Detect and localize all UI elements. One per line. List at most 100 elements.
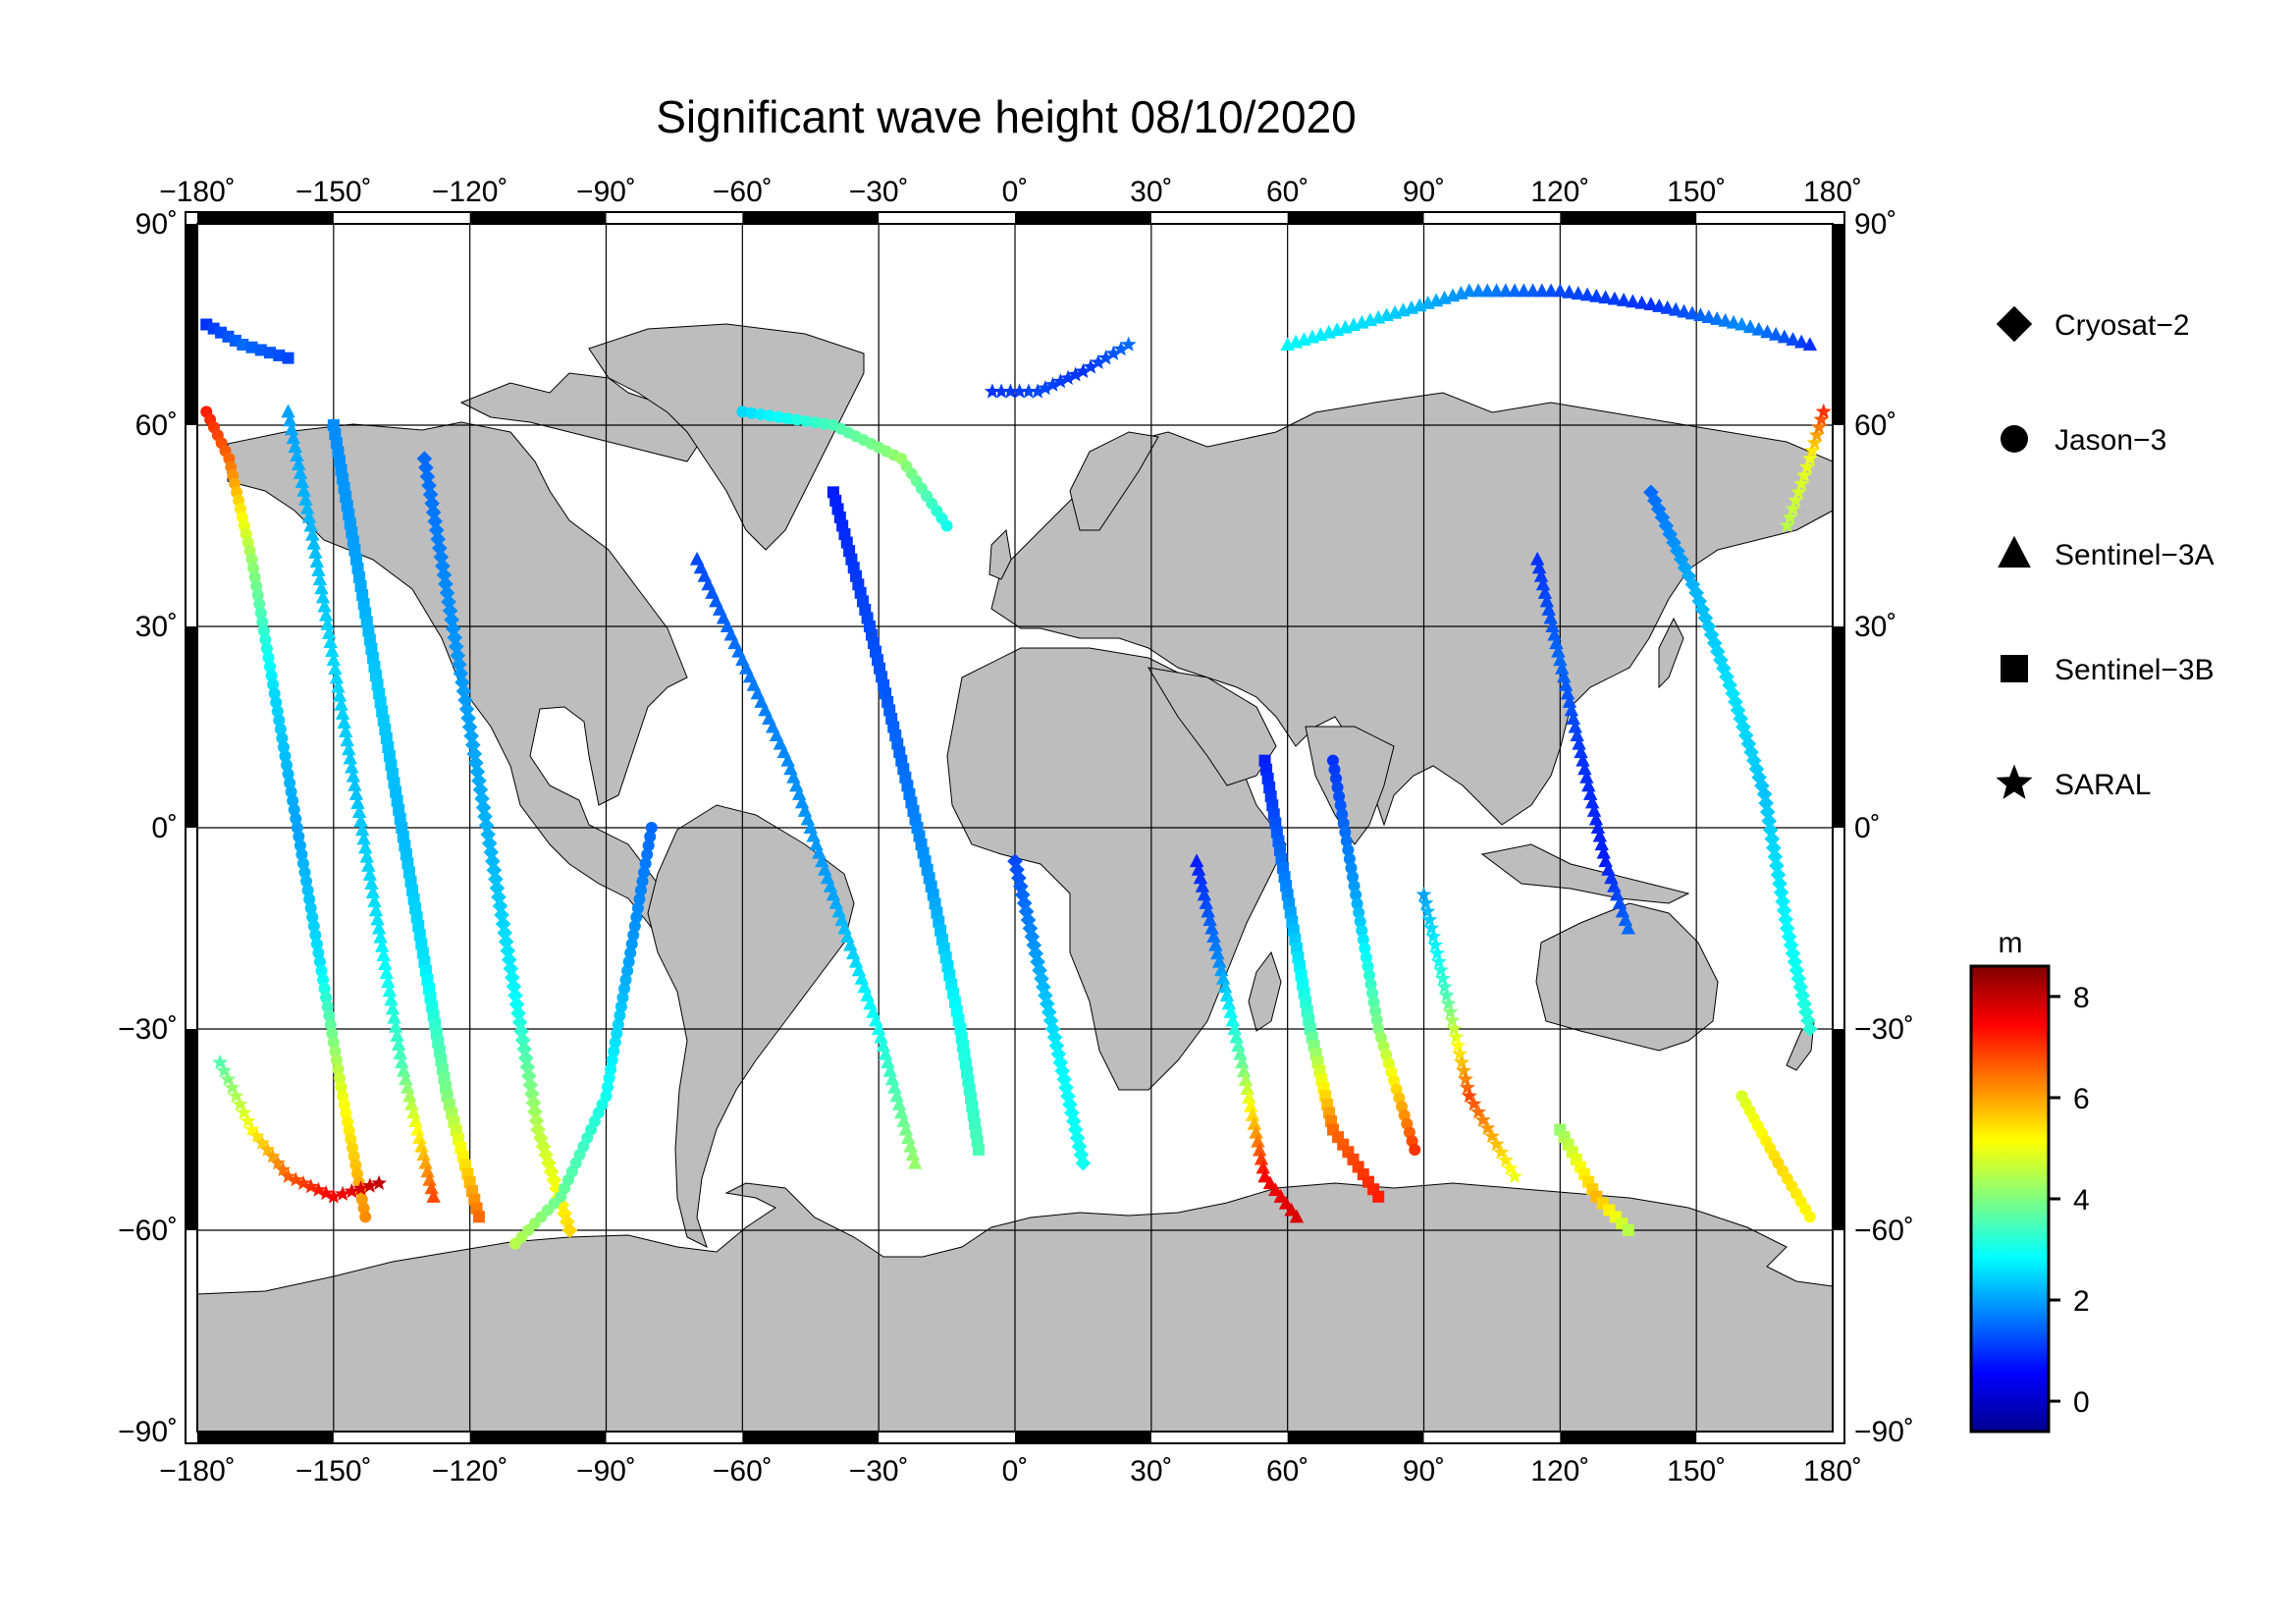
track-point bbox=[896, 1113, 911, 1127]
track-point bbox=[419, 468, 436, 485]
lon-tick-label-bottom: 120˚ bbox=[1530, 1455, 1589, 1488]
track-point bbox=[1425, 928, 1442, 944]
track-point bbox=[1415, 886, 1432, 902]
track-point bbox=[1626, 294, 1640, 308]
track-point bbox=[343, 509, 355, 521]
track-point bbox=[1571, 286, 1586, 300]
track-point bbox=[373, 687, 386, 700]
track-point bbox=[1201, 903, 1215, 918]
track-point bbox=[1543, 610, 1558, 624]
land-madagascar bbox=[1248, 950, 1282, 1032]
track-point bbox=[1560, 685, 1575, 700]
track-point bbox=[379, 965, 395, 980]
track-point bbox=[329, 428, 342, 441]
track-point bbox=[354, 822, 370, 837]
track-point bbox=[1370, 1013, 1383, 1026]
track-point bbox=[940, 519, 953, 532]
track-point bbox=[347, 777, 362, 791]
track-point bbox=[745, 406, 758, 419]
track-point bbox=[1212, 953, 1227, 968]
track-point bbox=[254, 1134, 271, 1150]
track-point bbox=[1060, 369, 1076, 385]
track-point bbox=[1588, 811, 1604, 826]
tick-labels: −180˚ −180˚ −150˚ −150˚ −120˚ −120˚ −90˚ −90˚ −6… bbox=[118, 176, 1914, 1488]
track-point bbox=[1263, 782, 1276, 793]
track-point bbox=[1621, 920, 1635, 935]
track-point bbox=[429, 1018, 442, 1031]
track-point bbox=[1579, 769, 1594, 784]
lon-tick-label-bottom: −60˚ bbox=[713, 1455, 773, 1488]
track-point bbox=[421, 477, 437, 494]
track-point bbox=[311, 563, 326, 577]
track-point bbox=[455, 683, 472, 699]
track-point bbox=[1197, 887, 1212, 901]
track-point bbox=[1345, 862, 1358, 874]
track-point bbox=[371, 1174, 388, 1190]
track-point bbox=[1273, 843, 1286, 856]
track-point bbox=[1287, 924, 1300, 937]
track-point bbox=[1298, 987, 1310, 1000]
track-point bbox=[296, 482, 311, 497]
track-point bbox=[1366, 987, 1379, 1000]
track-point bbox=[338, 481, 350, 494]
track-point bbox=[385, 759, 398, 772]
track-point bbox=[406, 1105, 421, 1119]
track-point bbox=[1808, 426, 1825, 442]
track-point bbox=[1551, 643, 1566, 658]
legend-symbol-circle bbox=[2001, 425, 2028, 453]
track-point bbox=[320, 992, 333, 1004]
track-point bbox=[781, 412, 794, 425]
track-point bbox=[1534, 283, 1550, 298]
track-point bbox=[267, 678, 280, 691]
track-point bbox=[303, 893, 316, 905]
track-point bbox=[1328, 763, 1341, 776]
track-point bbox=[1691, 593, 1708, 610]
track-point bbox=[1498, 283, 1513, 298]
track-point bbox=[412, 1130, 427, 1145]
track-point bbox=[933, 915, 945, 928]
track-point bbox=[360, 616, 373, 628]
track-point bbox=[390, 785, 402, 798]
track-point bbox=[306, 911, 319, 924]
track-point bbox=[353, 813, 368, 828]
track-point bbox=[302, 1178, 319, 1194]
track-point bbox=[1430, 953, 1447, 969]
track-point bbox=[441, 594, 456, 610]
track-point bbox=[327, 419, 340, 431]
lon-tick-label-bottom: −180˚ bbox=[159, 1455, 236, 1488]
track-point bbox=[331, 678, 346, 693]
track-point bbox=[639, 857, 652, 870]
track-point bbox=[1223, 1004, 1239, 1018]
track-point bbox=[259, 1141, 276, 1157]
track-point bbox=[317, 973, 330, 986]
track-point bbox=[461, 719, 478, 735]
track-point bbox=[399, 1071, 413, 1086]
track-point bbox=[1479, 1119, 1496, 1135]
track-point bbox=[374, 696, 387, 709]
track-point bbox=[1359, 943, 1371, 954]
track-point bbox=[279, 750, 292, 763]
track-point bbox=[1735, 316, 1749, 331]
track-point bbox=[294, 474, 309, 488]
track-point bbox=[356, 831, 371, 845]
track-point bbox=[1556, 669, 1572, 683]
track-point bbox=[334, 696, 348, 711]
track-point bbox=[1592, 828, 1608, 842]
track-point bbox=[1760, 324, 1775, 339]
track-point bbox=[325, 643, 340, 658]
track-point bbox=[1286, 915, 1299, 928]
track-point bbox=[396, 822, 408, 834]
track-point bbox=[1294, 960, 1307, 973]
lat-tick-label-right: −60˚ bbox=[1854, 1215, 1914, 1247]
frame-bar-top bbox=[1287, 212, 1424, 224]
track-point bbox=[400, 1079, 415, 1094]
track-point bbox=[410, 911, 423, 924]
track-point bbox=[337, 472, 349, 485]
track-point bbox=[361, 1177, 378, 1193]
track-point bbox=[382, 741, 395, 753]
track-point bbox=[439, 1081, 452, 1094]
track-point bbox=[340, 732, 354, 747]
track-point bbox=[245, 553, 258, 566]
track-point bbox=[554, 1197, 570, 1214]
track-point bbox=[1456, 1062, 1471, 1078]
